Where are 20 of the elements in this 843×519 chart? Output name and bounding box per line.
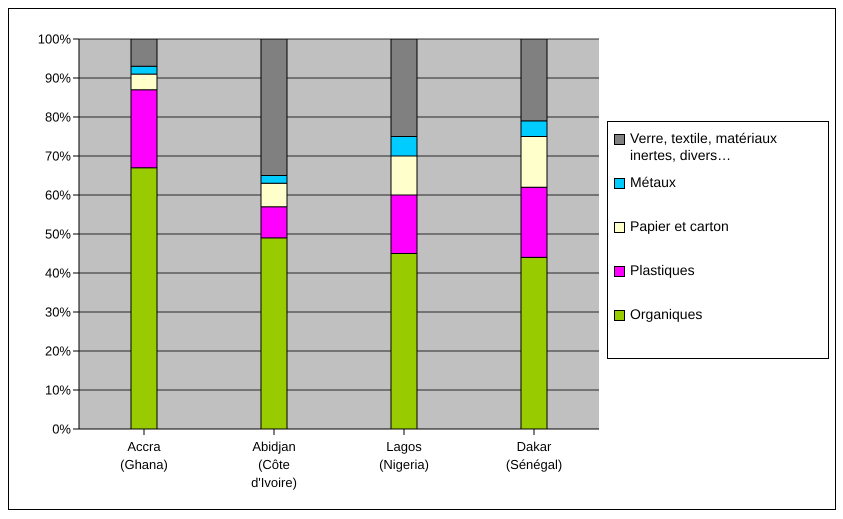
y-tick-label: 30% [44, 304, 72, 320]
legend-label: Plastiques [630, 262, 695, 279]
legend-label: Organiques [630, 306, 702, 323]
x-tick-label: Abidjan (Côte d'Ivoire) [251, 439, 297, 490]
y-tick-label: 90% [44, 70, 72, 86]
y-tick-label: 40% [44, 266, 72, 281]
y-tick-label: 50% [44, 226, 72, 242]
x-tick-label: Accra (Ghana) [120, 439, 168, 472]
y-tick-label: 100% [38, 32, 72, 47]
y-tick-label: 0% [52, 422, 72, 437]
y-tick-label: 70% [44, 148, 72, 164]
legend-label: Verre, textile, matériaux inertes, divers… [630, 130, 778, 164]
x-tick-label: Lagos (Nigeria) [379, 439, 429, 472]
legend-label: Papier et carton [630, 218, 729, 235]
y-tick-label: 80% [44, 110, 72, 125]
y-tick-label: 10% [44, 382, 72, 398]
y-tick-label: 60% [44, 188, 72, 203]
legend-label: Métaux [630, 174, 676, 191]
x-tick-label: Dakar (Sénégal) [506, 439, 562, 472]
y-tick-label: 20% [44, 344, 72, 359]
